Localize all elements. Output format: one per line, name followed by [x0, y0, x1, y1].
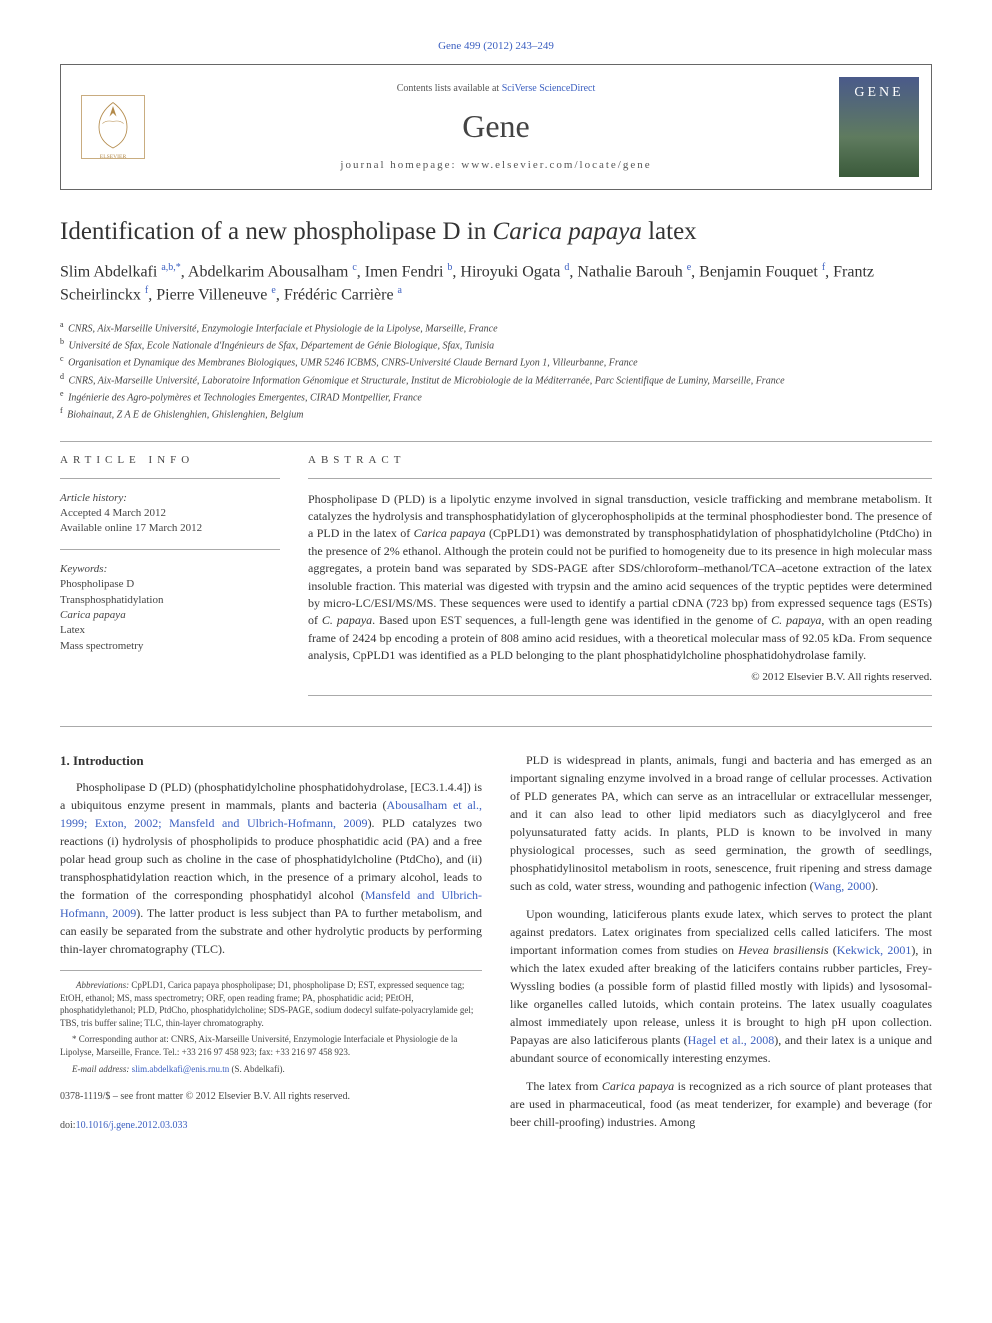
separator — [60, 441, 932, 442]
body-paragraph: The latex from Carica papaya is recogniz… — [510, 1077, 932, 1131]
abstract-copyright: © 2012 Elsevier B.V. All rights reserved… — [308, 671, 932, 683]
left-paragraphs: Phospholipase D (PLD) (phosphatidylcholi… — [60, 778, 482, 958]
separator — [308, 695, 932, 696]
separator — [60, 478, 280, 479]
body-right-column: PLD is widespread in plants, animals, fu… — [510, 751, 932, 1141]
abstract-header: ABSTRACT — [308, 454, 932, 466]
affiliations-list: a CNRS, Aix-Marseille Université, Enzymo… — [60, 319, 932, 423]
journal-cover-thumbnail: GENE — [839, 77, 919, 177]
right-paragraphs: PLD is widespread in plants, animals, fu… — [510, 751, 932, 1131]
affiliation-item: c Organisation et Dynamique des Membrane… — [60, 353, 932, 370]
affiliation-item: e Ingénierie des Agro-polymères et Techn… — [60, 388, 932, 405]
footer-issn: 0378-1119/$ – see front matter © 2012 El… — [60, 1089, 482, 1104]
citation-link[interactable]: Gene 499 (2012) 243–249 — [60, 40, 932, 52]
doi-label: doi: — [60, 1120, 76, 1131]
keyword-item: Latex — [60, 623, 280, 638]
corresponding-footnote: * Corresponding author at: CNRS, Aix-Mar… — [60, 1033, 482, 1058]
body-left-column: 1. Introduction Phospholipase D (PLD) (p… — [60, 751, 482, 1141]
doi-link[interactable]: 10.1016/j.gene.2012.03.033 — [76, 1120, 188, 1131]
article-info-header: ARTICLE INFO — [60, 454, 280, 466]
keyword-item: Phospholipase D — [60, 577, 280, 592]
header-center: Contents lists available at SciVerse Sci… — [153, 83, 839, 171]
cover-text: GENE — [854, 85, 903, 101]
separator — [308, 478, 932, 479]
journal-name: Gene — [153, 108, 839, 145]
corresponding-label: * Corresponding author at: — [72, 1034, 169, 1044]
keyword-item: Transphosphatidylation — [60, 593, 280, 608]
keyword-item: Mass spectrometry — [60, 639, 280, 654]
abstract-column: ABSTRACT Phospholipase D (PLD) is a lipo… — [308, 454, 932, 708]
elsevier-logo: ELSEVIER — [73, 87, 153, 167]
email-label: E-mail address: — [72, 1064, 129, 1074]
online-date: Available online 17 March 2012 — [60, 521, 280, 536]
history-label: Article history: — [60, 491, 280, 506]
affiliation-item: f Biohainaut, Z A E de Ghislenghien, Ghi… — [60, 405, 932, 422]
keywords-block: Keywords: Phospholipase DTransphosphatid… — [60, 562, 280, 654]
keywords-label: Keywords: — [60, 562, 280, 577]
sciencedirect-link[interactable]: SciVerse ScienceDirect — [502, 83, 596, 94]
body-columns: 1. Introduction Phospholipase D (PLD) (p… — [60, 751, 932, 1141]
journal-homepage: journal homepage: www.elsevier.com/locat… — [153, 159, 839, 171]
accepted-date: Accepted 4 March 2012 — [60, 506, 280, 521]
affiliation-item: d CNRS, Aix-Marseille Université, Labora… — [60, 371, 932, 388]
keywords-list: Phospholipase DTransphosphatidylationCar… — [60, 577, 280, 654]
footnotes: Abbreviations: CpPLD1, Carica papaya pho… — [60, 970, 482, 1075]
introduction-header: 1. Introduction — [60, 751, 482, 771]
footer-doi: doi:10.1016/j.gene.2012.03.033 — [60, 1118, 482, 1133]
authors-list: Slim Abdelkafi a,b,*, Abdelkarim Abousal… — [60, 261, 932, 306]
article-title: Identification of a new phospholipase D … — [60, 216, 932, 247]
info-abstract-row: ARTICLE INFO Article history: Accepted 4… — [60, 454, 932, 708]
affiliation-item: a CNRS, Aix-Marseille Université, Enzymo… — [60, 319, 932, 336]
body-paragraph: Upon wounding, laticiferous plants exude… — [510, 905, 932, 1067]
affiliation-item: b Université de Sfax, Ecole Nationale d'… — [60, 336, 932, 353]
svg-text:ELSEVIER: ELSEVIER — [100, 154, 127, 160]
abbrev-label: Abbreviations: — [76, 980, 129, 990]
abbreviations-footnote: Abbreviations: CpPLD1, Carica papaya pho… — [60, 979, 482, 1029]
body-paragraph: Phospholipase D (PLD) (phosphatidylcholi… — [60, 778, 482, 958]
email-link[interactable]: slim.abdelkafi@enis.rnu.tn — [132, 1064, 230, 1074]
journal-header-box: ELSEVIER Contents lists available at Sci… — [60, 64, 932, 190]
separator — [60, 549, 280, 550]
keyword-item: Carica papaya — [60, 608, 280, 623]
abstract-text: Phospholipase D (PLD) is a lipolytic enz… — [308, 491, 932, 665]
article-history: Article history: Accepted 4 March 2012 A… — [60, 491, 280, 537]
separator — [60, 726, 932, 727]
email-suffix: (S. Abdelkafi). — [229, 1064, 285, 1074]
email-footnote: E-mail address: slim.abdelkafi@enis.rnu.… — [60, 1063, 482, 1076]
contents-prefix: Contents lists available at — [397, 83, 502, 94]
contents-line: Contents lists available at SciVerse Sci… — [153, 83, 839, 94]
article-info-column: ARTICLE INFO Article history: Accepted 4… — [60, 454, 280, 708]
body-paragraph: PLD is widespread in plants, animals, fu… — [510, 751, 932, 895]
